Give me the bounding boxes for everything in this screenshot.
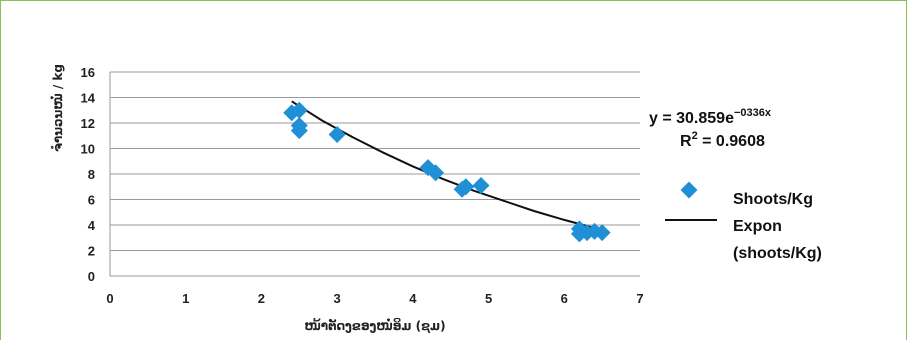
legend-label-expon-line2: (shoots/Kg) [733,245,822,262]
data-points [283,101,611,243]
x-tick-label: 3 [334,291,341,306]
r-squared: R2 = 0.9608 [680,130,765,150]
y-tick-label: 2 [88,244,95,259]
x-tick-labels: 0 1 2 3 4 5 6 7 [106,291,643,306]
r2-value: = 0.9608 [698,133,765,150]
legend-label-expon: Expon [733,218,782,235]
equation-exponent: −0336x [734,107,772,119]
y-tick-label: 6 [88,193,95,208]
data-point [328,125,346,143]
legend: Shoots/Kg Expon (shoots/Kg) [665,181,822,262]
data-point [472,176,490,194]
y-tick-label: 16 [81,65,95,80]
y-tick-label: 4 [88,218,96,233]
x-tick-label: 7 [636,291,643,306]
legend-marker-diamond [680,181,698,199]
r2-letter: R [680,133,692,150]
y-tick-labels: 0 2 4 6 8 10 12 14 16 [81,65,96,284]
legend-label-shoots: Shoots/Kg [733,191,813,208]
trend-equation: y = 30.859e−0336x [649,107,772,127]
x-tick-label: 0 [106,291,113,306]
data-point [290,101,308,119]
gridlines [109,71,640,277]
trendline-expon [291,100,603,232]
data-point [457,178,475,196]
x-tick-label: 6 [561,291,568,306]
y-tick-label: 10 [81,142,95,157]
y-axis-title: ຈຳນວນໜໍ່ / kg [51,64,65,152]
y-tick-label: 14 [81,91,96,106]
data-point [427,164,445,182]
x-tick-label: 5 [485,291,492,306]
equation-main: y = 30.859e [649,110,734,127]
x-tick-label: 1 [182,291,189,306]
y-tick-label: 0 [88,269,95,284]
x-tick-label: 4 [409,291,417,306]
x-tick-label: 2 [258,291,265,306]
y-tick-label: 8 [88,167,95,182]
x-axis-title: ໜ້າຕັດງຂອງໜໍ່ອິມ (ຊມ) [304,318,445,334]
data-point [593,224,611,242]
r2-exponent: 2 [692,130,698,142]
y-tick-label: 12 [81,116,95,131]
